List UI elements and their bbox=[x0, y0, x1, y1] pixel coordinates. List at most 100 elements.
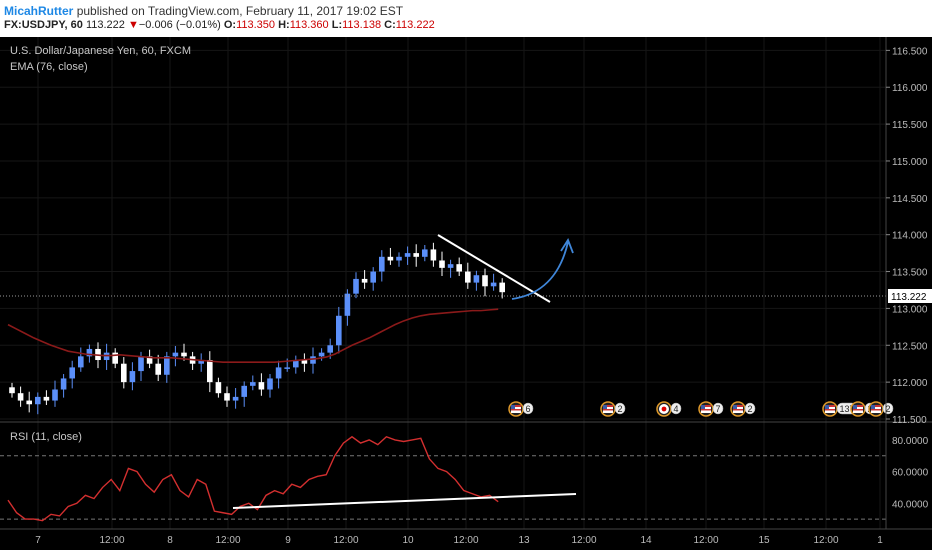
candle-body bbox=[439, 260, 445, 268]
candle-body bbox=[69, 367, 75, 379]
candle-body bbox=[447, 264, 454, 268]
candle-body bbox=[138, 356, 144, 372]
candle-body bbox=[370, 271, 376, 283]
time-tick-label: 9 bbox=[285, 535, 291, 546]
price-tick-label: 116.000 bbox=[892, 83, 928, 94]
rsi-divergence-trendline[interactable] bbox=[232, 493, 577, 509]
candle-body bbox=[490, 282, 497, 287]
candle-body bbox=[499, 282, 505, 293]
candle-body bbox=[361, 278, 368, 283]
price-tick-label: 111.500 bbox=[892, 415, 927, 426]
close-label: C: bbox=[384, 19, 396, 31]
candle-body bbox=[146, 356, 153, 364]
candle-body bbox=[465, 271, 471, 283]
rsi-tick-label: 60.0000 bbox=[892, 468, 929, 479]
candle-body bbox=[86, 348, 93, 357]
candle-body bbox=[17, 393, 24, 401]
price-axis[interactable]: 116.500 116.000 115.500 115.000 114.500 114.0… bbox=[886, 46, 928, 426]
time-tick-label: 12:00 bbox=[453, 535, 478, 546]
resistance-trendline[interactable] bbox=[437, 234, 551, 303]
rsi-axis[interactable]: 80.0000 60.0000 40.0000 bbox=[892, 436, 929, 510]
author-link[interactable]: MicahRutter bbox=[4, 4, 74, 18]
candle-body bbox=[129, 371, 136, 383]
event-count-text: 7 bbox=[716, 404, 721, 414]
japan-flag-icon[interactable]: 4 bbox=[656, 401, 682, 417]
time-tick-label: 12:00 bbox=[813, 535, 838, 546]
price-tick-label: 112.000 bbox=[892, 378, 928, 389]
change-value: −0.006 (−0.01%) bbox=[138, 19, 221, 31]
candle-body bbox=[155, 363, 161, 375]
candle-body bbox=[112, 352, 118, 364]
event-count-badge bbox=[522, 402, 534, 415]
price-tick-label: 115.500 bbox=[892, 120, 928, 131]
publication-header: MicahRutter published on TradingView.com… bbox=[0, 0, 932, 37]
projection-arrowhead bbox=[560, 238, 574, 254]
time-tick-label: 1 bbox=[877, 535, 883, 546]
open-label: O: bbox=[223, 19, 237, 31]
candle-body bbox=[258, 382, 265, 390]
us-flag-icon[interactable]: 2 bbox=[730, 401, 756, 417]
low-label: L: bbox=[331, 19, 343, 31]
time-tick-label: 12:00 bbox=[333, 535, 358, 546]
candlestick-series bbox=[9, 242, 505, 415]
time-tick-label: 12:00 bbox=[99, 535, 124, 546]
candle-body bbox=[241, 385, 247, 397]
time-tick-label: 12:00 bbox=[215, 535, 240, 546]
candle-body bbox=[293, 360, 299, 368]
us-flag-icon[interactable]: 2 bbox=[868, 401, 894, 417]
candle-body bbox=[267, 378, 273, 390]
candle-body bbox=[215, 382, 222, 394]
candle-body bbox=[284, 367, 290, 369]
high-label: H: bbox=[278, 19, 290, 31]
candle-body bbox=[301, 360, 308, 364]
candle-body bbox=[43, 396, 50, 401]
close-value: 113.222 bbox=[395, 19, 435, 31]
event-count-badge bbox=[744, 402, 756, 415]
rsi-legend[interactable]: RSI (11, close) bbox=[10, 431, 82, 443]
us-flag-icon[interactable]: 2 bbox=[600, 401, 626, 417]
projection-arrow[interactable] bbox=[511, 241, 569, 300]
candle-body bbox=[121, 363, 127, 383]
candle-body bbox=[344, 293, 351, 316]
publication-line: MicahRutter published on TradingView.com… bbox=[4, 4, 403, 18]
candle-body bbox=[353, 278, 359, 294]
ema-line bbox=[7, 308, 499, 364]
candle-body bbox=[250, 382, 256, 386]
price-tick-label: 113.500 bbox=[892, 268, 928, 279]
candle-body bbox=[224, 393, 230, 401]
candle-body bbox=[232, 396, 239, 401]
open-value: 113.350 bbox=[236, 19, 276, 31]
candle-body bbox=[78, 356, 84, 368]
time-tick-label: 8 bbox=[167, 535, 173, 546]
candle-body bbox=[207, 360, 213, 383]
event-count-text: 4 bbox=[674, 404, 679, 414]
price-tick-label: 112.500 bbox=[892, 341, 928, 352]
candle-body bbox=[456, 264, 462, 272]
rsi-tick-label: 80.0000 bbox=[892, 436, 929, 447]
candle-body bbox=[172, 352, 179, 357]
price-tick-label: 113.000 bbox=[892, 304, 928, 315]
candle-body bbox=[198, 360, 204, 364]
rsi-grid-lines bbox=[0, 455, 886, 520]
event-count-text: 2 bbox=[618, 404, 623, 414]
quote-line: FX:USDJPY, 60 113.222 ▼−0.006 (−0.01%) O… bbox=[4, 19, 435, 31]
candle-body bbox=[164, 356, 170, 375]
price-tick-label: 114.500 bbox=[892, 194, 928, 205]
time-tick-label: 12:00 bbox=[571, 535, 596, 546]
chart-area[interactable]: 6247213722 116.500116.000115.500115.0001… bbox=[0, 37, 932, 550]
us-flag-icon[interactable]: 7 bbox=[698, 401, 724, 417]
event-count-text: 2 bbox=[886, 404, 891, 414]
ema-legend[interactable]: EMA (76, close) bbox=[10, 61, 88, 73]
candle-body bbox=[9, 387, 15, 394]
event-count-badge bbox=[670, 402, 682, 415]
candle-body bbox=[379, 256, 385, 272]
published-text: published on TradingView.com, February 1… bbox=[76, 4, 404, 18]
instrument-title: U.S. Dollar/Japanese Yen, 60, FXCM bbox=[10, 45, 191, 57]
candle-body bbox=[35, 396, 41, 405]
time-axis[interactable]: 7 12:00 8 12:00 9 12:00 10 12:00 13 12:00 14 12:00 1… bbox=[35, 535, 883, 546]
us-flag-icon[interactable]: 6 bbox=[508, 401, 534, 417]
time-tick-label: 14 bbox=[640, 535, 652, 546]
time-tick-label: 10 bbox=[402, 535, 414, 546]
chart-canvas[interactable]: 6247213722 116.500116.000115.500115.0001… bbox=[0, 37, 932, 550]
down-arrow-icon: ▼ bbox=[127, 19, 139, 31]
